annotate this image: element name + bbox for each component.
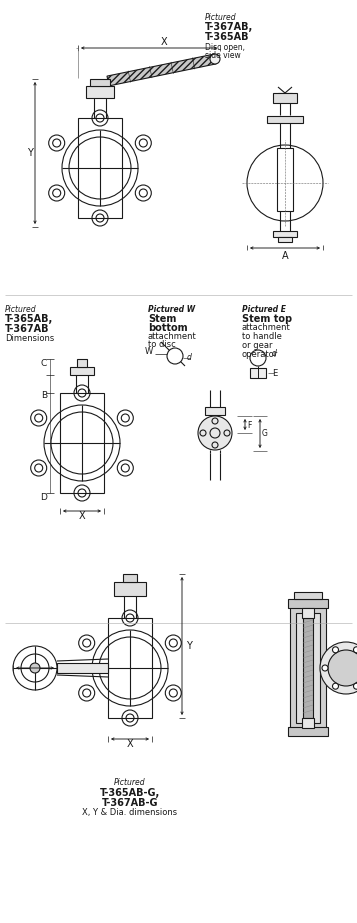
Text: E: E	[272, 368, 277, 378]
Bar	[267, 116, 303, 123]
Text: Pictured E: Pictured E	[242, 305, 286, 314]
Bar	[57, 663, 108, 673]
Text: or gear: or gear	[242, 341, 272, 350]
Circle shape	[198, 416, 232, 450]
Text: F: F	[247, 421, 251, 429]
Text: Pictured: Pictured	[5, 305, 37, 314]
Text: Stem top: Stem top	[242, 314, 292, 324]
Text: Disc open,: Disc open,	[205, 43, 245, 52]
Text: X: X	[161, 37, 167, 47]
Text: A: A	[282, 251, 288, 261]
Circle shape	[250, 350, 266, 366]
Text: G: G	[262, 429, 268, 438]
Bar	[288, 599, 328, 608]
Text: Pictured W: Pictured W	[148, 305, 195, 314]
Text: T-365AB-G,: T-365AB-G,	[100, 788, 160, 798]
Bar	[86, 86, 114, 98]
Text: T-367AB-G: T-367AB-G	[102, 798, 158, 808]
Bar	[288, 727, 328, 736]
Circle shape	[167, 348, 183, 364]
Circle shape	[320, 642, 357, 694]
Text: to handle: to handle	[242, 332, 282, 341]
Bar	[277, 148, 293, 211]
Bar	[60, 393, 104, 493]
Text: Y: Y	[186, 641, 192, 651]
Text: Pictured: Pictured	[205, 13, 237, 22]
Text: X: X	[127, 739, 133, 749]
Text: B: B	[41, 391, 47, 400]
Bar	[290, 606, 326, 730]
Text: X, Y & Dia. dimensions: X, Y & Dia. dimensions	[82, 808, 177, 817]
Bar	[273, 231, 297, 237]
Text: T-365AB,: T-365AB,	[5, 314, 53, 324]
Text: W: W	[145, 346, 153, 355]
Text: attachment: attachment	[242, 323, 291, 332]
Text: bottom: bottom	[148, 323, 188, 333]
Text: side view: side view	[205, 51, 241, 60]
Text: Y: Y	[27, 148, 33, 158]
Bar	[70, 367, 94, 375]
Circle shape	[353, 683, 357, 689]
Text: T-365AB: T-365AB	[205, 32, 250, 42]
Circle shape	[353, 647, 357, 653]
Bar	[302, 608, 314, 618]
Bar	[278, 237, 292, 242]
Bar	[250, 368, 266, 378]
Circle shape	[332, 647, 338, 653]
Bar	[296, 613, 320, 723]
Bar	[78, 118, 122, 218]
Bar	[273, 93, 297, 103]
Text: T-367AB: T-367AB	[5, 324, 50, 334]
Bar	[303, 618, 313, 718]
Text: to disc: to disc	[148, 340, 176, 349]
Text: Pictured: Pictured	[114, 778, 146, 787]
Text: X: X	[79, 511, 85, 521]
Text: D: D	[40, 493, 47, 502]
Bar	[302, 718, 314, 728]
Text: Stem: Stem	[148, 314, 176, 324]
Text: C: C	[41, 359, 47, 368]
Text: d: d	[187, 354, 192, 363]
Text: attachment: attachment	[148, 332, 197, 341]
Circle shape	[322, 665, 328, 671]
Bar	[205, 407, 225, 415]
Bar	[108, 618, 152, 718]
Text: T-367AB,: T-367AB,	[205, 22, 253, 32]
Circle shape	[328, 650, 357, 686]
Text: Dimensions: Dimensions	[5, 334, 54, 343]
Bar	[77, 359, 87, 367]
Bar	[114, 582, 146, 596]
Bar	[294, 592, 322, 599]
Polygon shape	[107, 54, 216, 86]
Circle shape	[210, 54, 220, 64]
Circle shape	[332, 683, 338, 689]
Text: d: d	[272, 349, 277, 357]
Circle shape	[30, 663, 40, 673]
Text: operator: operator	[242, 350, 278, 359]
Bar	[90, 79, 110, 86]
Bar	[123, 574, 137, 582]
